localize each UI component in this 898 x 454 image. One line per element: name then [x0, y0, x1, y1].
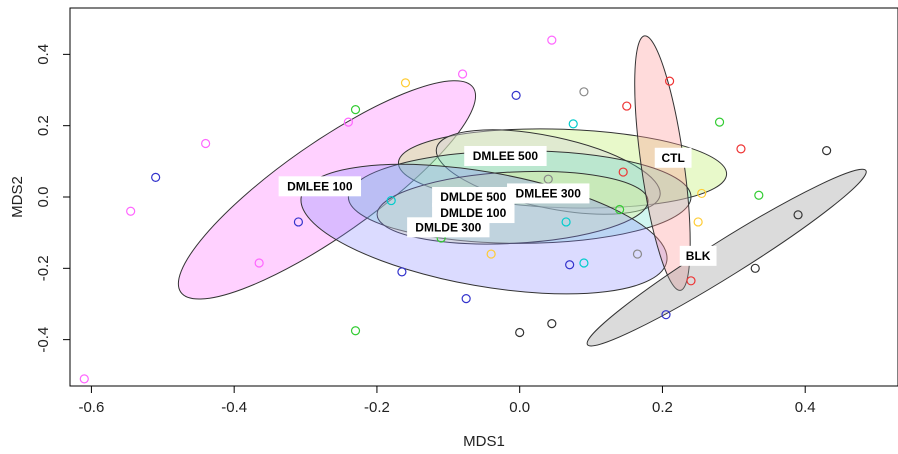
point-dmlee-300-0 — [350, 105, 361, 115]
label-box-dmlee-500 — [464, 145, 547, 166]
x-tick-label: 0.4 — [795, 399, 816, 416]
point-dmlee-300-4 — [714, 117, 725, 127]
point-ctl-2 — [664, 76, 675, 86]
point-dmlee-100-6 — [547, 35, 557, 45]
label-ctl: CTL — [661, 151, 684, 165]
point-dmlee-500-0 — [579, 87, 589, 97]
x-axis-title: MDS1 — [463, 433, 505, 450]
point-blk-2 — [750, 263, 760, 273]
point-dmlde-500-2 — [561, 217, 571, 227]
y-tick-label: 0.2 — [35, 115, 52, 136]
point-dmlee-100-5 — [457, 69, 468, 79]
point-dmlde-300-1 — [293, 217, 304, 227]
point-dmlde-300-2 — [397, 267, 407, 277]
label-blk: BLK — [686, 249, 711, 263]
y-tick-label: -0.4 — [35, 327, 52, 353]
y-tick-label: -0.2 — [35, 255, 52, 281]
point-ctl-0 — [622, 101, 632, 111]
point-dmlde-300-3 — [461, 294, 471, 304]
point-dmlde-300-0 — [151, 172, 161, 182]
point-dmlee-100-1 — [126, 206, 136, 216]
point-dmlde-500-1 — [568, 119, 578, 129]
point-dmlee-300-5 — [754, 190, 764, 200]
point-blk-1 — [793, 210, 803, 220]
label-box-dmlee-300 — [507, 183, 590, 204]
point-dmlde-300-6 — [661, 310, 671, 320]
point-dmlee-100-4 — [343, 117, 353, 127]
point-blk-3 — [515, 327, 525, 338]
point-dmlde-300-4 — [511, 90, 521, 100]
label-box-ctl — [654, 147, 692, 168]
label-box-dmlde-300 — [407, 217, 490, 238]
point-dmlee-500-2 — [543, 174, 553, 184]
point-dmlee-300-1 — [350, 326, 361, 336]
label-dmlde-100: DMLDE 100 — [440, 206, 506, 220]
point-blk-4 — [547, 318, 557, 329]
ellipse-blk — [586, 168, 867, 347]
x-tick-label: -0.2 — [364, 399, 390, 416]
point-blk-0 — [822, 146, 832, 156]
point-dmlde-100-1 — [486, 249, 496, 259]
label-dmlde-500: DMLDE 500 — [440, 190, 506, 204]
label-box-dmlde-500 — [432, 187, 515, 207]
x-tick-label: -0.6 — [78, 399, 104, 416]
x-axis: -0.6 -0.4 -0.2 0.0 0.2 0.4 — [78, 385, 816, 416]
point-dmlee-500-1 — [632, 249, 643, 259]
point-dmlee-100-2 — [201, 138, 211, 149]
point-dmlde-300-5 — [565, 260, 575, 270]
point-ctl-4 — [686, 276, 696, 286]
group-labels: DMLEE 100 DMLEE 300 DMLEE 500 DMLDE 500 DMLD… — [278, 145, 717, 266]
label-box-dmlee-100 — [278, 176, 362, 197]
label-dmlee-500: DMLEE 500 — [473, 149, 539, 163]
point-dmlee-300-3 — [615, 204, 625, 215]
point-dmlee-100-0 — [79, 374, 89, 384]
label-dmlde-300: DMLDE 300 — [415, 220, 481, 234]
point-dmlde-100-2 — [697, 188, 707, 199]
label-box-blk — [679, 245, 717, 266]
point-ctl-1 — [618, 167, 628, 177]
data-points — [79, 35, 832, 384]
point-dmlde-500-0 — [386, 195, 396, 206]
y-tick-label: 0.0 — [35, 187, 52, 208]
y-tick-label: 0.4 — [35, 44, 52, 65]
point-dmlee-100-3 — [254, 258, 264, 268]
y-axis-title: MDS2 — [9, 176, 26, 218]
point-dmlde-100-0 — [400, 78, 411, 88]
x-tick-label: -0.4 — [221, 399, 247, 416]
y-axis: -0.4 -0.2 0.0 0.2 0.4 — [35, 44, 71, 353]
label-dmlee-100: DMLEE 100 — [287, 179, 353, 193]
point-dmlde-100-3 — [693, 217, 703, 227]
x-tick-label: 0.2 — [652, 399, 673, 416]
label-dmlee-300: DMLEE 300 — [516, 186, 582, 200]
point-ctl-3 — [736, 144, 746, 154]
x-tick-label: 0.0 — [509, 399, 530, 416]
point-dmlde-500-3 — [579, 258, 589, 268]
